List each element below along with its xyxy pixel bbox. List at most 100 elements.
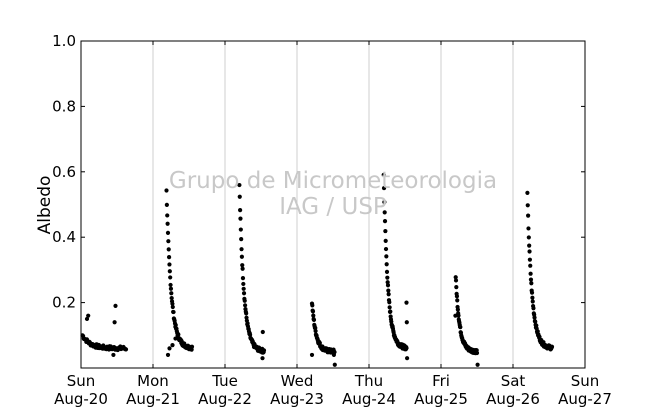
data-point [453,313,458,318]
data-point [383,246,389,252]
vertical-grid [152,41,514,368]
data-point [86,313,91,318]
data-point [454,294,460,299]
data-point [243,303,248,308]
data-point [165,213,170,218]
x-tick-label-day: Thu [354,372,383,390]
data-point [239,247,244,252]
data-point [310,309,316,314]
data-point [241,281,246,287]
data-point [310,303,315,308]
x-tick-label-date: Aug-25 [414,390,468,408]
data-point [173,322,178,328]
data-point [164,202,169,207]
data-point [309,352,315,358]
data-point [260,329,265,335]
data-point [530,295,535,300]
data-point [535,329,540,334]
data-point [453,275,458,280]
data-point [170,301,175,306]
data-point [525,203,530,208]
data-point [404,320,409,325]
axis-ticks [80,40,586,368]
data-point [84,316,90,322]
data-point [240,263,245,268]
data-point [170,304,175,310]
data-point [382,199,387,205]
data-point [386,292,391,297]
plot-frame [80,40,586,369]
data-point [388,309,393,314]
data-point [165,221,170,226]
x-tick-label-date: Aug-26 [486,390,540,408]
x-tick-label-date: Aug-24 [342,390,396,408]
data-point [260,356,265,361]
data-point [474,350,480,356]
x-tick-labels: SunAug-20MonAug-21TueAug-22WedAug-23ThuA… [54,372,612,408]
data-point [458,325,463,330]
data-point [526,226,531,231]
y-tick-labels: 1.0 0.8 0.6 0.4 0.2 [52,32,76,312]
data-point [405,356,410,361]
data-point [453,278,459,283]
data-point [383,238,388,243]
y-tick-label: 0.6 [52,163,76,181]
data-point [527,249,532,254]
data-point [384,269,390,275]
x-tick-label-day: Sun [571,372,600,390]
data-point [241,286,246,291]
data-point [189,344,195,349]
data-point [526,213,531,218]
data-point [112,320,117,325]
data-point [454,285,459,290]
data-point [529,290,535,295]
data-point [238,207,243,213]
x-tick-label-day: Mon [137,372,169,390]
x-tick-label-day: Tue [211,372,238,390]
data-point [171,309,176,315]
data-point [533,319,538,324]
y-tick-label: 1.0 [52,32,76,50]
data-point [331,352,336,358]
data-point [168,286,174,291]
data-point [549,344,555,349]
data-point [241,291,247,296]
data-point [386,288,391,293]
data-point [456,313,461,318]
data-point [383,228,388,234]
data-point [237,182,242,188]
data-point [404,346,409,351]
data-point [404,300,409,305]
data-point [384,262,389,267]
x-tick-label-day: Wed [281,372,314,390]
x-tick-label-date: Aug-27 [558,390,612,408]
x-tick-label-date: Aug-23 [270,390,324,408]
data-point [387,305,392,310]
data-point [167,269,172,274]
watermark-line-1: Grupo de Micrometeorologia [169,168,497,194]
data-point [532,315,537,320]
data-point [261,348,267,353]
data-point [332,362,337,367]
data-point [527,257,532,262]
data-point [528,271,533,276]
data-point [526,235,531,240]
data-point [385,275,390,280]
watermark-line-2: IAG / USP [279,194,387,220]
data-point [311,317,317,323]
data-point [382,210,387,215]
data-point [166,247,171,252]
data-point [527,243,532,248]
y-tick-label: 0.4 [52,228,76,246]
data-points [80,172,555,367]
data-point [169,291,174,296]
data-point [239,237,244,242]
data-point [237,194,242,199]
data-point [167,346,172,351]
data-point [169,295,174,301]
data-point [530,299,535,304]
x-tick-label-date: Aug-20 [54,390,108,408]
data-point [311,313,316,318]
data-point [173,336,178,341]
data-point [166,239,171,244]
